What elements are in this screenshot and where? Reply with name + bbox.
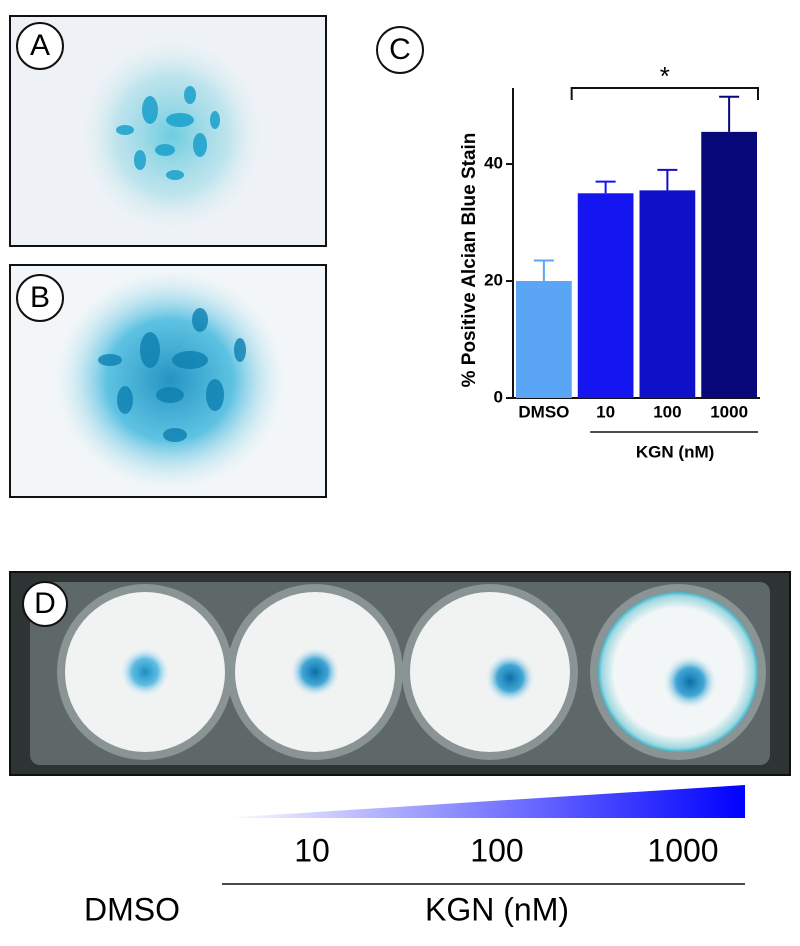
- error-bar: [595, 180, 616, 194]
- panel-label: C: [389, 33, 411, 66]
- panel-label: B: [30, 281, 50, 314]
- error-bar: [719, 95, 740, 132]
- control-label: DMSO: [84, 891, 180, 927]
- error-bar: [657, 168, 678, 191]
- wells: [57, 584, 766, 760]
- concentration-ramp: [222, 785, 745, 818]
- group-label: KGN (nM): [425, 891, 569, 927]
- x-tick-label: 10: [596, 402, 615, 421]
- panel-label: D: [34, 587, 56, 620]
- concentration-label: 1000: [647, 832, 718, 868]
- panel-label-circle: [376, 26, 424, 74]
- significance-bracket: [570, 87, 759, 100]
- significance-star: *: [660, 61, 670, 91]
- panel-label-circle: [16, 22, 64, 70]
- stain-patches: [98, 308, 246, 442]
- y-tick-label: 0: [494, 387, 503, 406]
- y-tick-label: 40: [484, 154, 503, 173]
- stain-patches: [116, 86, 220, 180]
- panel-label-circle: [16, 274, 64, 322]
- bar: [577, 193, 634, 398]
- bar: [516, 281, 572, 398]
- y-tick-label: 20: [484, 271, 503, 290]
- error-bar: [533, 259, 554, 282]
- concentration-label: 10: [294, 832, 330, 868]
- bar: [701, 131, 757, 398]
- cell-mass: [77, 35, 267, 235]
- x-tick-label: DMSO: [518, 402, 569, 421]
- y-axis-label: % Positive Alcian Blue Stain: [459, 133, 480, 388]
- bar: [639, 190, 696, 398]
- panel-label-circle: [22, 581, 68, 627]
- cell-mass: [55, 270, 285, 490]
- group-label: KGN (nM): [636, 442, 714, 461]
- x-tick-label: 100: [653, 402, 681, 421]
- concentration-label: 100: [470, 832, 523, 868]
- x-tick-label: 1000: [710, 402, 748, 421]
- panel-label: A: [30, 29, 50, 62]
